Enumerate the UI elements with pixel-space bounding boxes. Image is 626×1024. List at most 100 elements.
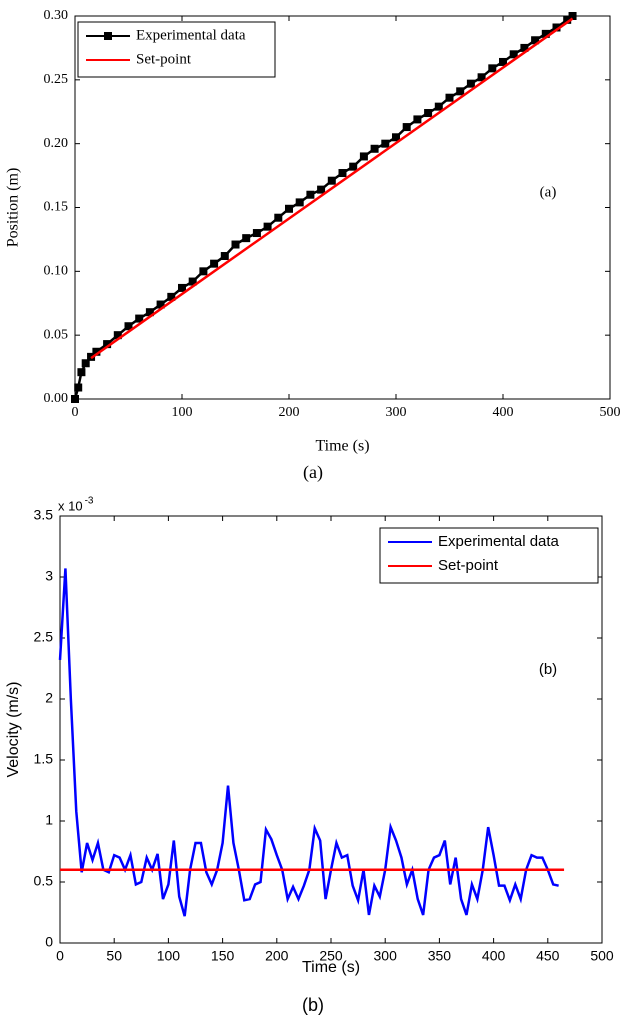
marker (77, 368, 86, 377)
y-scale-exponent: -3 (85, 496, 94, 507)
marker (92, 347, 101, 356)
marker (124, 322, 133, 331)
marker (424, 109, 433, 118)
y-tick-label: 2.5 (34, 629, 54, 645)
y-tick-label: 0.25 (44, 72, 69, 87)
series-line (90, 17, 574, 360)
annotation: (a) (540, 184, 557, 200)
x-axis-label: Time (s) (302, 959, 360, 976)
y-tick-label: 0.15 (44, 200, 69, 215)
x-tick-label: 0 (56, 948, 64, 964)
marker (456, 87, 465, 96)
series-line (58, 568, 559, 917)
marker (231, 240, 240, 249)
legend-label: Set-point (136, 51, 192, 67)
marker (263, 222, 272, 231)
marker (135, 314, 144, 323)
legend-box (77, 21, 276, 78)
y-tick-label: 3 (45, 568, 53, 584)
marker (509, 50, 518, 59)
y-tick-label: 0.30 (44, 8, 69, 23)
y-tick-label: 1.5 (34, 751, 54, 767)
x-tick-label: 200 (279, 405, 300, 420)
y-scale-label: x 10 (58, 498, 83, 513)
legend-label: Experimental data (438, 533, 560, 550)
x-tick-label: 300 (374, 948, 398, 964)
marker (445, 93, 454, 102)
marker (349, 162, 358, 171)
x-tick-label: 500 (600, 405, 621, 420)
x-tick-label: 200 (265, 948, 289, 964)
marker (178, 283, 186, 292)
marker (499, 57, 507, 66)
marker (568, 12, 577, 20)
marker (210, 259, 219, 268)
marker (541, 29, 550, 38)
y-axis-label: Position (m) (5, 168, 22, 248)
marker (71, 395, 79, 403)
y-axis-label: Velocity (m/s) (5, 681, 22, 777)
x-tick-label: 400 (493, 405, 514, 420)
marker (477, 73, 486, 82)
marker (327, 176, 336, 185)
marker (242, 234, 251, 243)
marker (317, 185, 326, 194)
x-tick-label: 450 (536, 948, 560, 964)
x-tick-label: 150 (211, 948, 235, 964)
x-tick-label: 0 (72, 405, 79, 420)
marker (306, 190, 315, 199)
marker (81, 359, 90, 368)
marker (167, 292, 176, 301)
caption: (a) (303, 462, 323, 483)
y-tick-label: 0 (45, 934, 53, 950)
y-tick-label: 0.20 (44, 136, 69, 151)
chart-b: 0 50 100 150 200 250 300 350 400 450 500 0 0.5 1 1.5 2 2… (5, 496, 614, 1015)
marker (359, 152, 368, 161)
marker (370, 144, 379, 153)
marker (392, 133, 400, 142)
y-tick-label: 0.10 (44, 264, 69, 279)
x-tick-label: 500 (590, 948, 614, 964)
annotation: (b) (539, 661, 557, 678)
legend-label: Experimental data (136, 27, 246, 43)
marker (220, 252, 229, 261)
x-axis-label: Time (s) (315, 438, 369, 455)
marker (552, 23, 561, 32)
marker (402, 123, 411, 132)
y-tick-label: 2 (45, 690, 53, 706)
marker (199, 267, 208, 276)
y-tick-label: 1 (45, 812, 53, 828)
marker (338, 169, 347, 178)
marker (145, 308, 154, 317)
legend-marker (104, 32, 112, 40)
y-tick-label: 0.00 (44, 391, 69, 406)
marker (488, 64, 497, 73)
x-tick-label: 300 (386, 405, 407, 420)
marker (113, 331, 122, 340)
marker (295, 198, 304, 207)
y-tick-label: 0.05 (44, 327, 69, 342)
chart-a: 0 100 200 300 400 500 0.00 0.05 0.10 0.15 0.20 0.25… (5, 8, 621, 483)
x-tick-label: 100 (172, 405, 193, 420)
x-tick-label: 100 (157, 948, 181, 964)
marker (563, 15, 572, 24)
x-tick-label: 250 (319, 948, 343, 964)
marker (156, 300, 165, 309)
x-tick-label: 400 (482, 948, 506, 964)
marker (285, 204, 293, 213)
marker (434, 102, 443, 111)
x-tick-label: 50 (106, 948, 122, 964)
y-tick-label: 3.5 (34, 507, 54, 523)
legend-box (379, 527, 599, 584)
marker (103, 340, 112, 349)
marker (74, 383, 83, 392)
marker (466, 79, 475, 88)
y-tick-label: 0.5 (34, 873, 54, 889)
marker (381, 139, 390, 148)
caption: (b) (302, 995, 324, 1015)
marker (413, 115, 422, 124)
legend-label: Set-point (438, 557, 499, 574)
marker (188, 277, 197, 286)
x-tick-label: 350 (428, 948, 452, 964)
